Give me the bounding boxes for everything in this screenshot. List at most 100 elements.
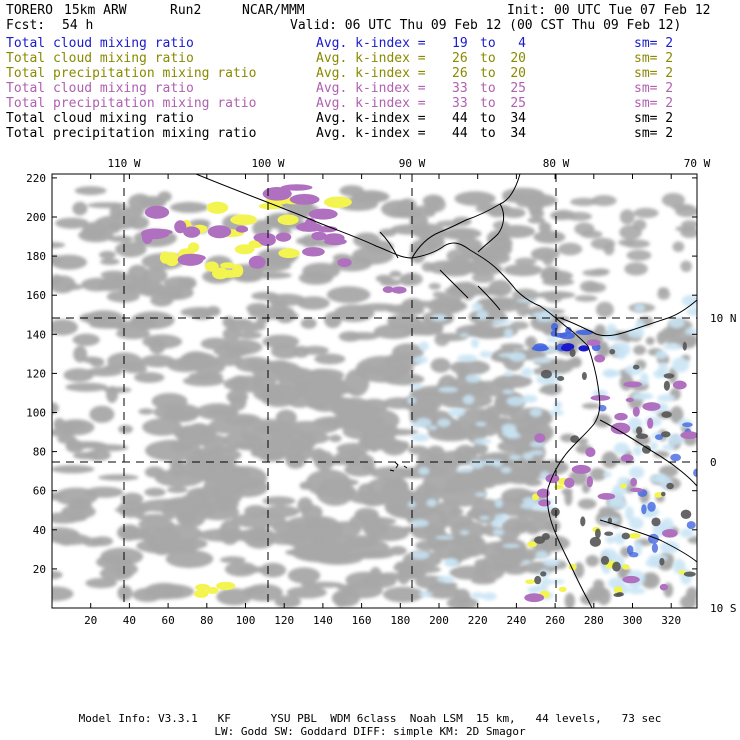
field-blob [453,444,477,466]
y-tick-label: 160 [26,289,46,302]
legend-k-from: 33 [452,81,468,96]
field-blob [471,302,483,311]
x-axis-ticks: 20 40 60 80 100 120 140 160 180 200 220 240 260 280 30… [84,174,681,627]
field-blob [509,321,529,330]
field-blob [628,466,645,479]
field-blob [535,550,549,559]
field-blob [503,328,514,338]
field-blob [313,416,359,428]
field-blob [642,445,651,454]
field-blob [98,474,139,481]
legend-k-from: 26 [452,66,468,81]
field-blob [182,375,225,387]
legend-k-to: 25 [510,81,526,96]
x-tick-label: 80 [200,614,213,627]
field-blob [527,217,546,224]
x-tick-label: 280 [584,614,604,627]
y-tick-label: 180 [26,250,46,263]
field-blob [230,214,258,226]
field-blob [342,582,383,599]
field-blob [193,589,209,598]
field-blob [633,207,659,219]
field-blob [216,581,236,591]
field-blob [326,286,371,304]
field-blob [589,536,602,547]
field-blob [668,317,685,329]
field-blob [166,357,204,373]
field-blob [206,201,229,214]
field-blob [409,212,429,230]
model-resolution: 15km ARW [64,3,127,18]
field-blob [300,581,344,588]
field-blob [551,322,559,331]
field-blob [398,467,435,479]
organization: NCAR/MMM [242,3,305,18]
field-blob [613,442,630,455]
field-blob [619,225,642,240]
field-blob [170,201,209,213]
field-blob [471,272,495,283]
field-blob [662,529,678,538]
field-blob [289,194,320,205]
field-blob [219,519,241,545]
field-blob [153,403,202,421]
field-blob [474,558,490,569]
legend-field-name: Total precipitation mixing ratio [6,66,257,81]
field-blob [223,375,277,393]
field-blob [622,575,640,584]
field-blob [603,243,615,256]
field-blob [262,496,296,506]
field-blob [407,501,416,508]
field-blob [594,354,606,363]
field-blob [527,586,540,594]
field-blob [558,242,583,256]
field-blob [391,286,407,294]
field-blob [205,261,219,272]
field-blob [355,355,409,383]
field-blob [538,387,558,394]
field-blob [315,548,351,561]
field-blob [659,557,665,566]
field-blob [243,527,276,549]
field-blob [682,422,693,428]
field-blob [410,550,430,560]
field-blob [311,231,327,241]
field-blob [271,311,299,321]
field-blob [324,238,347,246]
field-blob [627,328,645,339]
field-blob [445,557,457,568]
y-tick-label: 200 [26,211,46,224]
field-blob [502,389,514,395]
field-blob [680,528,694,538]
field-blob [522,452,534,461]
field-blob [360,493,387,507]
field-blob [428,425,438,431]
field-blob [542,254,554,266]
field-blob [353,232,381,248]
field-blob [404,307,425,315]
field-blob [418,341,429,351]
legend-k-label: Avg. k-index = [316,36,426,51]
field-blob [620,454,634,463]
field-blob [99,250,116,259]
field-blob [300,318,317,329]
field-blob [501,423,517,433]
field-blob [562,343,575,351]
field-blob [529,441,545,448]
field-blob [534,433,546,443]
legend-to: to [480,96,496,111]
field-blob [418,467,430,475]
field-blob [631,392,651,400]
field-blob [549,409,564,416]
field-blob [474,416,501,437]
field-blob [494,498,504,508]
field-blob [100,258,120,266]
run-label: Run2 [170,3,202,18]
legend-k-from: 33 [452,96,468,111]
field-blob [375,274,393,283]
legend-field-name: Total cloud mixing ratio [6,81,194,96]
field-blob [418,591,434,598]
field-blob [663,373,675,379]
field-blob [435,535,455,540]
legend-smoothing: sm= 2 [634,81,674,96]
